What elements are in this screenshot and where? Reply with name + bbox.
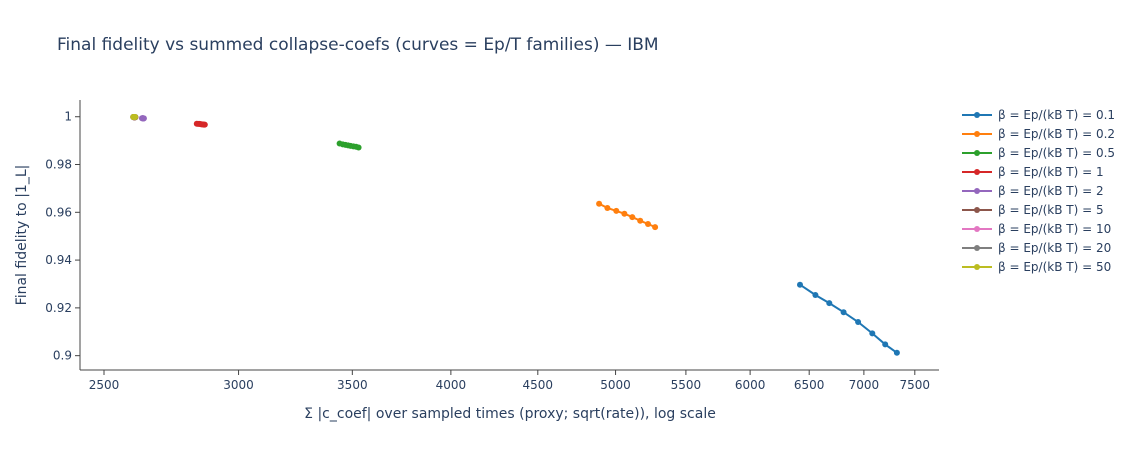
legend: β = Ep/(kB T) = 0.1 β = Ep/(kB T) = 0.2 β … <box>962 108 1115 274</box>
legend-label: β = Ep/(kB T) = 0.5 <box>998 146 1115 160</box>
x-tick-label: 6000 <box>735 378 766 392</box>
data-point <box>826 300 833 307</box>
data-point <box>840 309 847 316</box>
data-point <box>855 319 862 325</box>
legend-label: β = Ep/(kB T) = 0.1 <box>998 108 1115 122</box>
x-tick-label: 6500 <box>794 378 825 392</box>
legend-item: β = Ep/(kB T) = 0.1 <box>962 108 1115 122</box>
legend-item: β = Ep/(kB T) = 50 <box>962 260 1111 274</box>
legend-marker <box>974 188 980 194</box>
legend-item: β = Ep/(kB T) = 20 <box>962 241 1111 255</box>
legend-label: β = Ep/(kB T) = 2 <box>998 184 1104 198</box>
legend-marker <box>974 150 980 156</box>
legend-label: β = Ep/(kB T) = 0.2 <box>998 127 1115 141</box>
legend-item: β = Ep/(kB T) = 0.5 <box>962 146 1115 160</box>
legend-item: β = Ep/(kB T) = 10 <box>962 222 1111 236</box>
data-point <box>132 114 139 120</box>
legend-item: β = Ep/(kB T) = 0.2 <box>962 127 1115 141</box>
y-axis-title: Final fidelity to |1_L| <box>14 165 30 306</box>
data-point <box>645 221 651 227</box>
data-point <box>621 210 628 217</box>
legend-item: β = Ep/(kB T) = 1 <box>962 165 1104 179</box>
y-tick-label: 0.96 <box>45 205 72 219</box>
x-tick-label: 4000 <box>436 378 467 392</box>
series-5 <box>139 115 147 122</box>
x-axis-title: Σ |c_coef| over sampled times (proxy; sq… <box>304 406 716 422</box>
data-point <box>604 205 611 211</box>
legend-marker <box>974 264 980 270</box>
legend-label: β = Ep/(kB T) = 1 <box>998 165 1104 179</box>
legend-label: β = Ep/(kB T) = 50 <box>998 260 1111 274</box>
y-tick-label: 0.9 <box>53 349 72 363</box>
series-9 <box>130 114 139 120</box>
data-point <box>869 330 876 337</box>
data-point <box>355 144 362 151</box>
y-tick-label: 0.92 <box>45 301 72 315</box>
data-point <box>596 200 603 207</box>
legend-marker <box>974 207 980 213</box>
y-tick-label: 0.98 <box>45 158 72 172</box>
x-axis: 2500 3000 3500 4000 4500 5000 5500 6000 6500 7000… <box>80 369 939 392</box>
x-tick-label: 3000 <box>223 378 254 392</box>
series-1 <box>797 281 900 356</box>
legend-label: β = Ep/(kB T) = 10 <box>998 222 1111 236</box>
x-tick-label: 4500 <box>523 378 554 392</box>
data-point <box>893 349 900 356</box>
legend-marker <box>974 131 980 137</box>
x-tick-label: 2500 <box>89 378 120 392</box>
data-point <box>140 115 147 122</box>
legend-marker <box>974 245 980 251</box>
chart-title: Final fidelity vs summed collapse-coefs … <box>57 35 659 55</box>
x-tick-label: 5500 <box>671 378 702 392</box>
x-tick-label: 3500 <box>337 378 368 392</box>
y-tick-label: 1 <box>64 110 72 124</box>
data-point <box>797 281 803 288</box>
data-point <box>652 224 659 231</box>
x-tick-label: 7500 <box>900 378 931 392</box>
data-point <box>812 292 819 298</box>
x-tick-label: 7000 <box>849 378 880 392</box>
data-point <box>613 207 620 214</box>
x-tick-label: 5000 <box>600 378 631 392</box>
legend-item: β = Ep/(kB T) = 5 <box>962 203 1104 217</box>
y-axis: 0.9 0.92 0.94 0.96 0.98 1 <box>45 100 81 370</box>
data-point <box>637 217 644 224</box>
legend-label: β = Ep/(kB T) = 20 <box>998 241 1111 255</box>
series-2 <box>596 200 659 231</box>
legend-marker <box>974 112 980 118</box>
series-4 <box>193 120 208 128</box>
y-tick-label: 0.94 <box>45 253 72 267</box>
data-point <box>201 121 208 128</box>
data-point <box>882 341 889 348</box>
data-point <box>629 214 636 221</box>
legend-label: β = Ep/(kB T) = 5 <box>998 203 1104 217</box>
series-3 <box>336 140 362 151</box>
legend-marker <box>974 169 980 175</box>
legend-item: β = Ep/(kB T) = 2 <box>962 184 1104 198</box>
legend-marker <box>974 226 980 232</box>
series-layer <box>130 114 900 356</box>
